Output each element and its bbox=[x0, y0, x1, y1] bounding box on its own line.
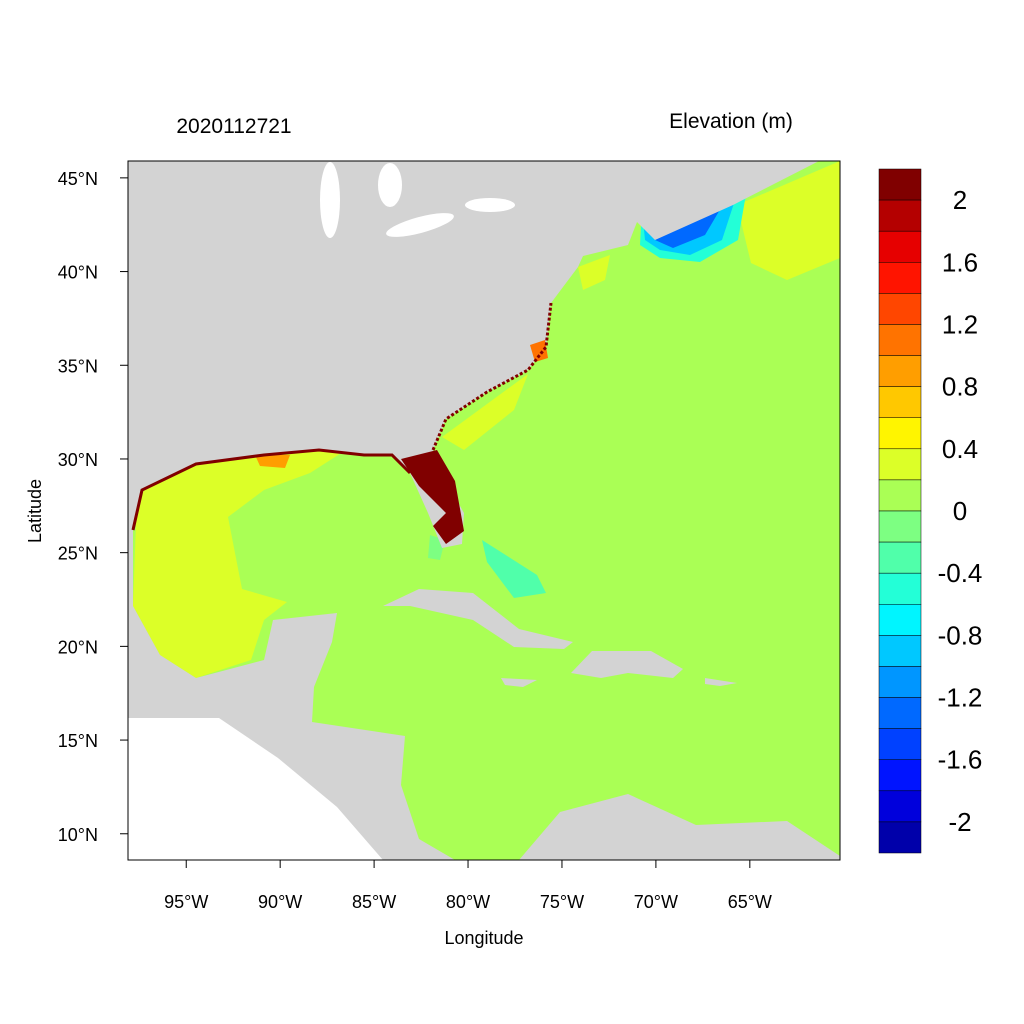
colorbar-swatch bbox=[878, 199, 922, 232]
south-america-land bbox=[519, 794, 840, 860]
colorbar-label: 1.2 bbox=[942, 309, 978, 339]
x-axis: 95°W 90°W 85°W 80°W 75°W 70°W 65°W bbox=[164, 860, 772, 912]
colorbar-label: -1.6 bbox=[938, 745, 983, 775]
colorbar: 2 1.6 1.2 0.8 0.4 0 -0.4 -0.8 -1.2 -1.6 -2 bbox=[878, 168, 983, 854]
y-tick-label: 40°N bbox=[58, 263, 98, 283]
colorbar-swatch bbox=[878, 604, 922, 636]
y-tick-label: 30°N bbox=[58, 450, 98, 470]
colorbar-label: -2 bbox=[948, 807, 971, 837]
lake-erie bbox=[386, 213, 454, 237]
y-axis-label: Latitude bbox=[25, 479, 45, 543]
atlantic-coast-inundation bbox=[431, 302, 553, 451]
x-tick-label: 85°W bbox=[352, 892, 396, 912]
x-tick-label: 95°W bbox=[164, 892, 208, 912]
colorbar-label: -0.4 bbox=[938, 558, 983, 588]
colorbar-label: 2 bbox=[953, 185, 967, 215]
colorbar-swatch bbox=[878, 635, 922, 667]
colorbar-swatch bbox=[878, 759, 922, 792]
timestamp-title: 2020112721 bbox=[176, 115, 291, 138]
y-tick-label: 15°N bbox=[58, 731, 98, 751]
atlantic-coastal-field bbox=[442, 374, 528, 450]
colorbar-swatch bbox=[878, 666, 922, 698]
y-tick-label: 10°N bbox=[58, 825, 98, 845]
bahamas-field bbox=[482, 540, 546, 598]
great-lakes bbox=[320, 162, 515, 238]
north-america-land bbox=[128, 161, 819, 860]
colorbar-swatch bbox=[878, 697, 922, 729]
y-tick-label: 45°N bbox=[58, 169, 98, 189]
lake-ontario bbox=[465, 198, 515, 212]
x-tick-label: 80°W bbox=[446, 892, 490, 912]
atlantic-coastal-field-2 bbox=[578, 255, 610, 290]
pacific-ocean bbox=[128, 718, 383, 860]
colorbar-swatch bbox=[878, 790, 922, 823]
lake-huron bbox=[378, 163, 402, 207]
colorbar-label: 0.8 bbox=[942, 372, 978, 402]
variable-title: Elevation (m) bbox=[669, 110, 793, 133]
y-tick-label: 25°N bbox=[58, 544, 98, 564]
gulf-of-mexico-surge-field bbox=[133, 450, 346, 678]
cuba bbox=[383, 589, 573, 649]
colorbar-swatch bbox=[878, 541, 922, 574]
louisiana-coast-surge bbox=[255, 455, 290, 468]
colorbar-swatch bbox=[878, 510, 922, 543]
y-axis: 45°N 40°N 35°N 30°N 25°N 20°N 15°N 10°N bbox=[58, 169, 128, 845]
colorbar-swatch bbox=[878, 479, 922, 512]
scotian-shelf-field bbox=[737, 161, 840, 280]
gulf-coast-inundation bbox=[131, 448, 412, 531]
colorbar-swatch bbox=[878, 821, 922, 854]
colorbar-label: -1.2 bbox=[938, 683, 983, 713]
lake-michigan bbox=[320, 162, 340, 238]
plot-frame bbox=[127, 160, 841, 861]
hispaniola bbox=[571, 651, 683, 678]
colorbar-swatch bbox=[878, 728, 922, 760]
y-tick-label: 35°N bbox=[58, 356, 98, 376]
jamaica bbox=[501, 678, 537, 687]
map-panel bbox=[128, 161, 840, 860]
colorbar-swatch bbox=[878, 168, 922, 201]
colorbar-swatch bbox=[878, 355, 922, 387]
x-tick-label: 75°W bbox=[540, 892, 584, 912]
colorbar-swatch bbox=[878, 386, 922, 418]
x-tick-label: 70°W bbox=[634, 892, 678, 912]
florida-inundation bbox=[401, 450, 464, 544]
colorbar-label: 1.6 bbox=[942, 247, 978, 277]
carolina-coast-surge bbox=[530, 340, 548, 362]
colorbar-label: 0 bbox=[953, 496, 967, 526]
puerto-rico bbox=[705, 678, 737, 686]
colorbar-swatch bbox=[878, 448, 922, 481]
colorbar-label: -0.8 bbox=[938, 620, 983, 650]
x-tick-label: 90°W bbox=[258, 892, 302, 912]
colorbar-label: 0.4 bbox=[942, 434, 978, 464]
colorbar-swatch bbox=[878, 324, 922, 356]
x-tick-label: 65°W bbox=[728, 892, 772, 912]
colorbar-swatch bbox=[878, 230, 922, 263]
colorbar-swatch bbox=[878, 417, 922, 450]
colorbar-swatch bbox=[878, 293, 922, 325]
colorbar-swatch bbox=[878, 572, 922, 605]
x-axis-label: Longitude bbox=[444, 928, 523, 948]
y-tick-label: 20°N bbox=[58, 637, 98, 657]
colorbar-swatch bbox=[878, 262, 922, 294]
